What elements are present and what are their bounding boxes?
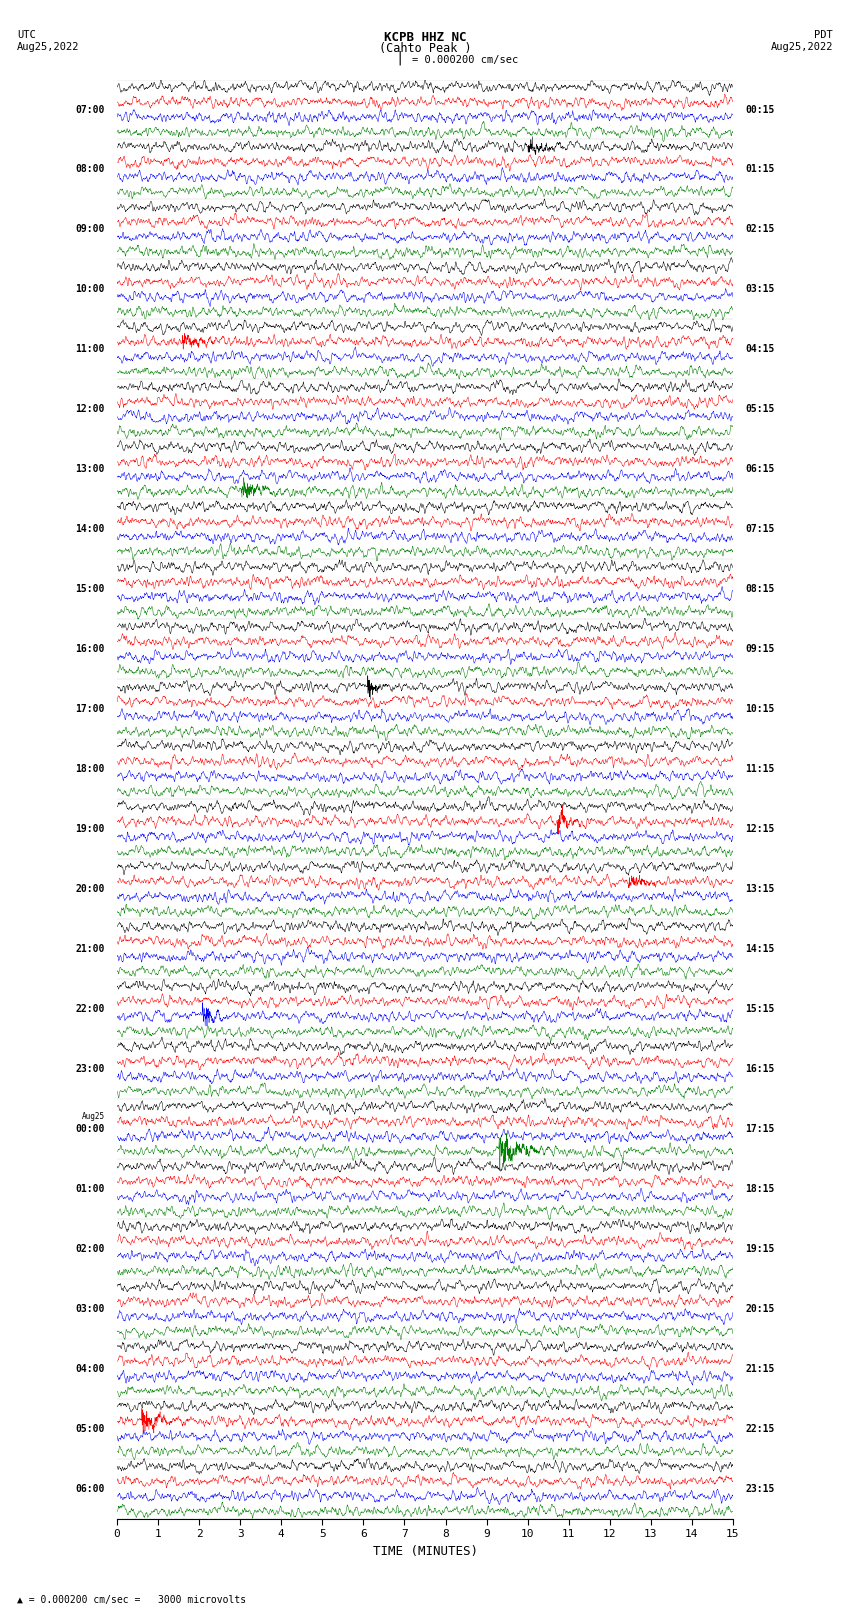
- Text: 22:00: 22:00: [76, 1003, 105, 1015]
- Text: 04:15: 04:15: [745, 344, 774, 355]
- Text: 09:00: 09:00: [76, 224, 105, 234]
- Text: 07:15: 07:15: [745, 524, 774, 534]
- Text: 08:00: 08:00: [76, 165, 105, 174]
- Text: 12:00: 12:00: [76, 405, 105, 415]
- Text: Aug25: Aug25: [82, 1113, 105, 1121]
- Text: 09:15: 09:15: [745, 644, 774, 655]
- Text: KCPB HHZ NC: KCPB HHZ NC: [383, 31, 467, 44]
- Text: 19:15: 19:15: [745, 1244, 774, 1253]
- Text: 10:15: 10:15: [745, 705, 774, 715]
- Text: PDT: PDT: [814, 31, 833, 40]
- Text: = 0.000200 cm/sec: = 0.000200 cm/sec: [412, 55, 518, 65]
- Text: 07:00: 07:00: [76, 105, 105, 115]
- Text: 00:15: 00:15: [745, 105, 774, 115]
- Text: 11:15: 11:15: [745, 765, 774, 774]
- Text: 14:15: 14:15: [745, 944, 774, 953]
- Text: 01:00: 01:00: [76, 1184, 105, 1194]
- Text: UTC: UTC: [17, 31, 36, 40]
- Text: 08:15: 08:15: [745, 584, 774, 594]
- Text: (Cahto Peak ): (Cahto Peak ): [379, 42, 471, 55]
- Text: 14:00: 14:00: [76, 524, 105, 534]
- Text: 16:00: 16:00: [76, 644, 105, 655]
- Text: ▲ = 0.000200 cm/sec =   3000 microvolts: ▲ = 0.000200 cm/sec = 3000 microvolts: [17, 1595, 246, 1605]
- Text: 20:00: 20:00: [76, 884, 105, 894]
- Text: 22:15: 22:15: [745, 1424, 774, 1434]
- Text: 12:15: 12:15: [745, 824, 774, 834]
- Text: 05:15: 05:15: [745, 405, 774, 415]
- Text: 18:15: 18:15: [745, 1184, 774, 1194]
- Text: 21:15: 21:15: [745, 1363, 774, 1374]
- Text: 10:00: 10:00: [76, 284, 105, 295]
- Text: 23:15: 23:15: [745, 1484, 774, 1494]
- Text: Aug25,2022: Aug25,2022: [17, 42, 80, 52]
- Text: 04:00: 04:00: [76, 1363, 105, 1374]
- Text: 06:00: 06:00: [76, 1484, 105, 1494]
- Text: Aug25,2022: Aug25,2022: [770, 42, 833, 52]
- Text: 16:15: 16:15: [745, 1065, 774, 1074]
- Text: 15:00: 15:00: [76, 584, 105, 594]
- Text: 11:00: 11:00: [76, 344, 105, 355]
- Text: 13:00: 13:00: [76, 465, 105, 474]
- Text: 19:00: 19:00: [76, 824, 105, 834]
- Text: 15:15: 15:15: [745, 1003, 774, 1015]
- Text: 20:15: 20:15: [745, 1303, 774, 1315]
- Text: 13:15: 13:15: [745, 884, 774, 894]
- Text: 06:15: 06:15: [745, 465, 774, 474]
- Text: 18:00: 18:00: [76, 765, 105, 774]
- Text: 21:00: 21:00: [76, 944, 105, 953]
- Text: 00:00: 00:00: [76, 1124, 105, 1134]
- Text: 17:00: 17:00: [76, 705, 105, 715]
- Text: 03:00: 03:00: [76, 1303, 105, 1315]
- Text: 02:00: 02:00: [76, 1244, 105, 1253]
- Text: 05:00: 05:00: [76, 1424, 105, 1434]
- Text: 02:15: 02:15: [745, 224, 774, 234]
- Text: 17:15: 17:15: [745, 1124, 774, 1134]
- X-axis label: TIME (MINUTES): TIME (MINUTES): [372, 1545, 478, 1558]
- Text: |: |: [395, 50, 404, 65]
- Text: 01:15: 01:15: [745, 165, 774, 174]
- Text: 03:15: 03:15: [745, 284, 774, 295]
- Text: 23:00: 23:00: [76, 1065, 105, 1074]
